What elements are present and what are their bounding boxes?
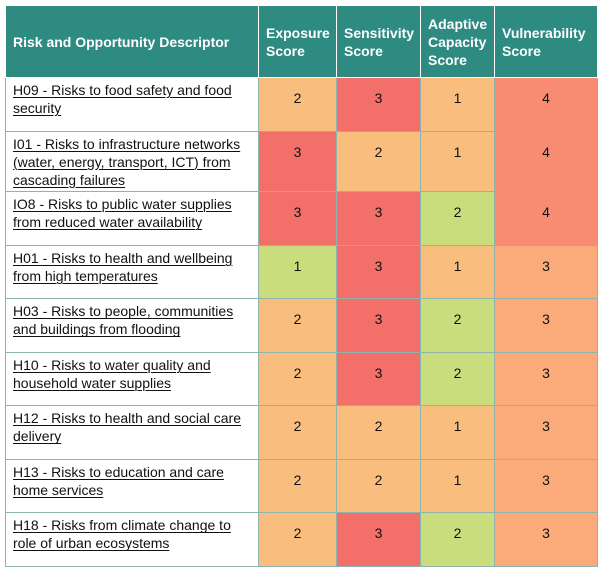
adaptive-capacity-score-cell: 2 <box>420 298 495 353</box>
table-row: IO8 - Risks to public water supplies fro… <box>5 191 598 246</box>
adaptive-capacity-score-cell: 1 <box>420 130 495 193</box>
adaptive-capacity-score-cell: 1 <box>420 77 495 132</box>
table-body: H09 - Risks to food safety and food secu… <box>5 77 598 567</box>
risk-vulnerability-table: Risk and Opportunity Descriptor Exposure… <box>5 5 598 567</box>
vulnerability-score-cell: 3 <box>494 512 598 567</box>
vulnerability-score-cell: 4 <box>494 77 598 132</box>
table-row: H01 - Risks to health and wellbeing from… <box>5 244 598 300</box>
header-adaptive-capacity-score: Adaptive Capacity Score <box>420 5 495 78</box>
vulnerability-score-cell: 3 <box>494 298 598 353</box>
risk-descriptor-link[interactable]: IO8 - Risks to public water supplies fro… <box>5 191 259 246</box>
vulnerability-score-cell: 4 <box>494 191 598 246</box>
adaptive-capacity-score-cell: 2 <box>420 351 495 407</box>
header-sensitivity-score: Sensitivity Score <box>336 5 421 78</box>
vulnerability-score-cell: 4 <box>494 130 598 193</box>
risk-descriptor-link[interactable]: H01 - Risks to health and wellbeing from… <box>5 244 259 300</box>
exposure-score-cell: 3 <box>258 191 337 246</box>
risk-descriptor-link[interactable]: H09 - Risks to food safety and food secu… <box>5 77 259 132</box>
sensitivity-score-cell: 3 <box>336 298 421 353</box>
exposure-score-cell: 2 <box>258 77 337 132</box>
table-row: H12 - Risks to health and social care de… <box>5 405 598 460</box>
sensitivity-score-cell: 2 <box>336 458 421 514</box>
exposure-score-cell: 2 <box>258 458 337 514</box>
adaptive-capacity-score-cell: 2 <box>420 512 495 567</box>
table-row: H18 - Risks from climate change to role … <box>5 512 598 567</box>
sensitivity-score-cell: 3 <box>336 77 421 132</box>
sensitivity-score-cell: 3 <box>336 512 421 567</box>
sensitivity-score-cell: 2 <box>336 130 421 193</box>
table-row: H10 - Risks to water quality and househo… <box>5 351 598 407</box>
risk-descriptor-link[interactable]: I01 - Risks to infrastructure networks (… <box>5 130 259 193</box>
header-exposure-score: Exposure Score <box>258 5 337 78</box>
risk-descriptor-link[interactable]: H03 - Risks to people, communities and b… <box>5 298 259 353</box>
header-vulnerability-score: Vulnerability Score <box>494 5 598 78</box>
adaptive-capacity-score-cell: 1 <box>420 405 495 460</box>
table-row: H09 - Risks to food safety and food secu… <box>5 77 598 132</box>
vulnerability-score-cell: 3 <box>494 458 598 514</box>
table-row: H03 - Risks to people, communities and b… <box>5 298 598 353</box>
exposure-score-cell: 1 <box>258 244 337 300</box>
risk-descriptor-link[interactable]: H13 - Risks to education and care home s… <box>5 458 259 514</box>
sensitivity-score-cell: 3 <box>336 191 421 246</box>
exposure-score-cell: 2 <box>258 405 337 460</box>
header-descriptor: Risk and Opportunity Descriptor <box>5 5 259 78</box>
adaptive-capacity-score-cell: 1 <box>420 458 495 514</box>
table-row: H13 - Risks to education and care home s… <box>5 458 598 514</box>
exposure-score-cell: 2 <box>258 351 337 407</box>
header-row: Risk and Opportunity Descriptor Exposure… <box>5 5 598 78</box>
vulnerability-score-cell: 3 <box>494 351 598 407</box>
vulnerability-score-cell: 3 <box>494 405 598 460</box>
exposure-score-cell: 3 <box>258 130 337 193</box>
sensitivity-score-cell: 2 <box>336 405 421 460</box>
risk-descriptor-link[interactable]: H12 - Risks to health and social care de… <box>5 405 259 460</box>
adaptive-capacity-score-cell: 1 <box>420 244 495 300</box>
risk-descriptor-link[interactable]: H18 - Risks from climate change to role … <box>5 512 259 567</box>
risk-descriptor-link[interactable]: H10 - Risks to water quality and househo… <box>5 351 259 407</box>
sensitivity-score-cell: 3 <box>336 351 421 407</box>
vulnerability-score-cell: 3 <box>494 244 598 300</box>
table-row: I01 - Risks to infrastructure networks (… <box>5 130 598 193</box>
exposure-score-cell: 2 <box>258 298 337 353</box>
exposure-score-cell: 2 <box>258 512 337 567</box>
adaptive-capacity-score-cell: 2 <box>420 191 495 246</box>
sensitivity-score-cell: 3 <box>336 244 421 300</box>
